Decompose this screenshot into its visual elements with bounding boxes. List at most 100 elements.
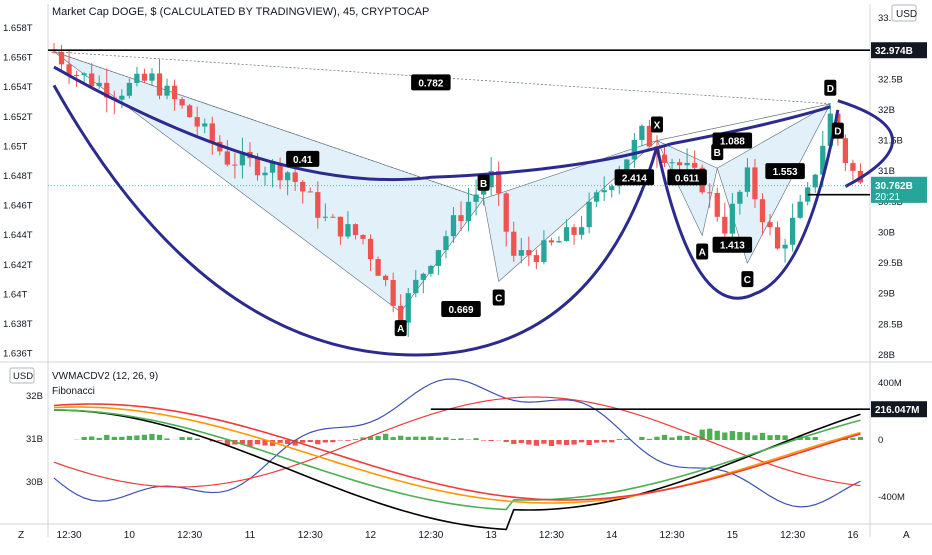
candle-body bbox=[722, 217, 727, 234]
candle-body bbox=[715, 193, 720, 217]
left-axis-tick: 1.646T bbox=[3, 201, 33, 212]
histogram-bar bbox=[737, 432, 742, 440]
histogram-bar bbox=[526, 440, 531, 445]
histogram-bar bbox=[104, 435, 109, 440]
histogram-bar bbox=[504, 440, 509, 442]
candle-body bbox=[443, 236, 448, 250]
histogram-bar bbox=[489, 440, 494, 441]
candle-body bbox=[436, 250, 441, 266]
chart-title: Market Cap DOGE, $ (CALCULATED BY TRADIN… bbox=[52, 6, 429, 18]
x-axis-tick: 12 bbox=[365, 530, 377, 541]
histogram-bar bbox=[519, 440, 524, 443]
histogram-bar bbox=[383, 434, 388, 440]
candle-body bbox=[541, 240, 546, 262]
histogram-bar bbox=[119, 437, 124, 440]
histogram-bar bbox=[330, 440, 335, 442]
histogram-bar bbox=[428, 436, 433, 440]
candle-body bbox=[526, 250, 531, 255]
x-axis-tick: 15 bbox=[727, 530, 739, 541]
candle-body bbox=[338, 217, 343, 237]
candle-body bbox=[579, 227, 584, 235]
histogram-bar bbox=[443, 437, 448, 440]
left-axis-tick: 1.648T bbox=[3, 171, 33, 182]
left-axis-tick: 1.658T bbox=[3, 23, 33, 34]
left-axis-tick: 1.644T bbox=[3, 230, 33, 241]
histogram-bar bbox=[639, 437, 644, 440]
histogram-bar bbox=[89, 436, 94, 440]
right-axis-tick: 28B bbox=[878, 350, 895, 361]
indicator-left-tick: 30B bbox=[26, 477, 43, 488]
candle-body bbox=[602, 190, 607, 192]
candle-body bbox=[707, 192, 712, 193]
left-axis-tick: 1.642T bbox=[3, 260, 33, 271]
histogram-bar bbox=[164, 438, 169, 440]
ratio-label-text: 0.669 bbox=[448, 305, 473, 316]
candle-body bbox=[752, 167, 757, 199]
candle-body bbox=[428, 266, 433, 274]
candle-body bbox=[285, 172, 290, 180]
indicator-left-tick: 31B bbox=[26, 434, 43, 445]
histogram-bar bbox=[602, 440, 607, 442]
histogram-bar bbox=[195, 439, 200, 440]
histogram-bar bbox=[458, 438, 463, 440]
candle-body bbox=[51, 52, 56, 53]
left-axis-tick: 1.656T bbox=[3, 53, 33, 64]
bottom-left-badge: Z bbox=[18, 530, 24, 541]
candle-body bbox=[775, 227, 780, 248]
candle-body bbox=[293, 172, 298, 181]
candle-body bbox=[511, 232, 516, 256]
pattern-point-text: A bbox=[397, 324, 404, 335]
left-axis-tick: 1.652T bbox=[3, 112, 33, 123]
indicator-right-tick: 400M bbox=[878, 378, 902, 389]
histogram-bar bbox=[617, 439, 622, 440]
histogram-bar bbox=[579, 440, 584, 442]
x-axis-tick: 12:30 bbox=[177, 530, 202, 541]
indicator-left-tick: 32B bbox=[26, 391, 43, 402]
candle-body bbox=[345, 224, 350, 236]
ratio-label-text: 1.553 bbox=[773, 167, 798, 178]
indicator-sublabel: Fibonacci bbox=[52, 386, 95, 397]
candle-body bbox=[59, 52, 64, 64]
histogram-bar bbox=[97, 438, 102, 440]
candle-body bbox=[330, 217, 335, 218]
histogram-bar bbox=[142, 435, 147, 440]
candle-body bbox=[127, 83, 132, 96]
histogram-bar bbox=[323, 440, 328, 442]
candle-body bbox=[134, 74, 139, 83]
pattern-point-text: C bbox=[495, 293, 502, 304]
histogram-bar bbox=[375, 436, 380, 440]
pattern-point-text: B bbox=[714, 148, 721, 159]
histogram-bar bbox=[586, 440, 591, 445]
candle-body bbox=[564, 227, 569, 241]
indicator-label: VWMACDV2 (12, 26, 9) bbox=[52, 371, 158, 382]
histogram-bar bbox=[421, 437, 426, 440]
candle-body bbox=[164, 86, 169, 96]
candle-body bbox=[89, 73, 94, 86]
x-axis-tick: 12:30 bbox=[418, 530, 443, 541]
histogram-bar bbox=[564, 440, 569, 445]
histogram-bar bbox=[677, 436, 682, 440]
pattern-point-text: C bbox=[744, 275, 751, 286]
histogram-bar bbox=[436, 438, 441, 440]
histogram-bar bbox=[277, 440, 282, 443]
x-axis-tick: 13 bbox=[486, 530, 498, 541]
candle-body bbox=[391, 280, 396, 306]
candle-body bbox=[609, 186, 614, 190]
candle-body bbox=[195, 117, 200, 126]
bottom-right-badge: A bbox=[903, 530, 910, 541]
histogram-bar bbox=[541, 440, 546, 444]
candle-body bbox=[413, 280, 418, 293]
right-axis-tick: 29.5B bbox=[878, 258, 903, 269]
ratio-label-text: 1.088 bbox=[720, 137, 745, 148]
histogram-bar bbox=[82, 437, 87, 440]
histogram-bar bbox=[345, 440, 350, 441]
histogram-bar bbox=[662, 435, 667, 440]
pattern-point-text: B bbox=[480, 179, 487, 190]
candle-body bbox=[586, 202, 591, 228]
histogram-bar bbox=[624, 439, 629, 440]
candle-body bbox=[172, 86, 177, 99]
histogram-bar bbox=[534, 440, 539, 446]
candle-body bbox=[142, 74, 147, 81]
candle-body bbox=[790, 218, 795, 245]
